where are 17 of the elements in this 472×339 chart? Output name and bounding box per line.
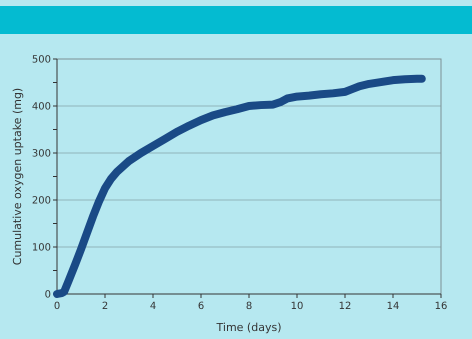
x-tick-label: 2 — [102, 301, 108, 312]
x-tick-label: 10 — [290, 301, 304, 312]
x-tick-label: 6 — [198, 301, 204, 312]
y-tick-label: 0 — [44, 290, 51, 300]
x-tick-label: 12 — [338, 301, 352, 312]
x-tick-label: 4 — [150, 301, 156, 312]
x-tick-label: 16 — [434, 301, 448, 312]
x-tick-label: 0 — [54, 301, 60, 312]
x-axis-title: Time (days) — [216, 321, 282, 334]
x-tick-label: 14 — [386, 301, 400, 312]
y-axis-title: Cumulative oxygen uptake (mg) — [11, 88, 24, 266]
y-tick-label: 200 — [32, 196, 51, 206]
x-tick-label: 8 — [246, 301, 252, 312]
y-tick-label: 400 — [32, 102, 51, 112]
y-tick-label: 100 — [32, 242, 51, 254]
y-tick-label: 500 — [32, 54, 51, 66]
y-tick-label: 300 — [32, 148, 51, 160]
